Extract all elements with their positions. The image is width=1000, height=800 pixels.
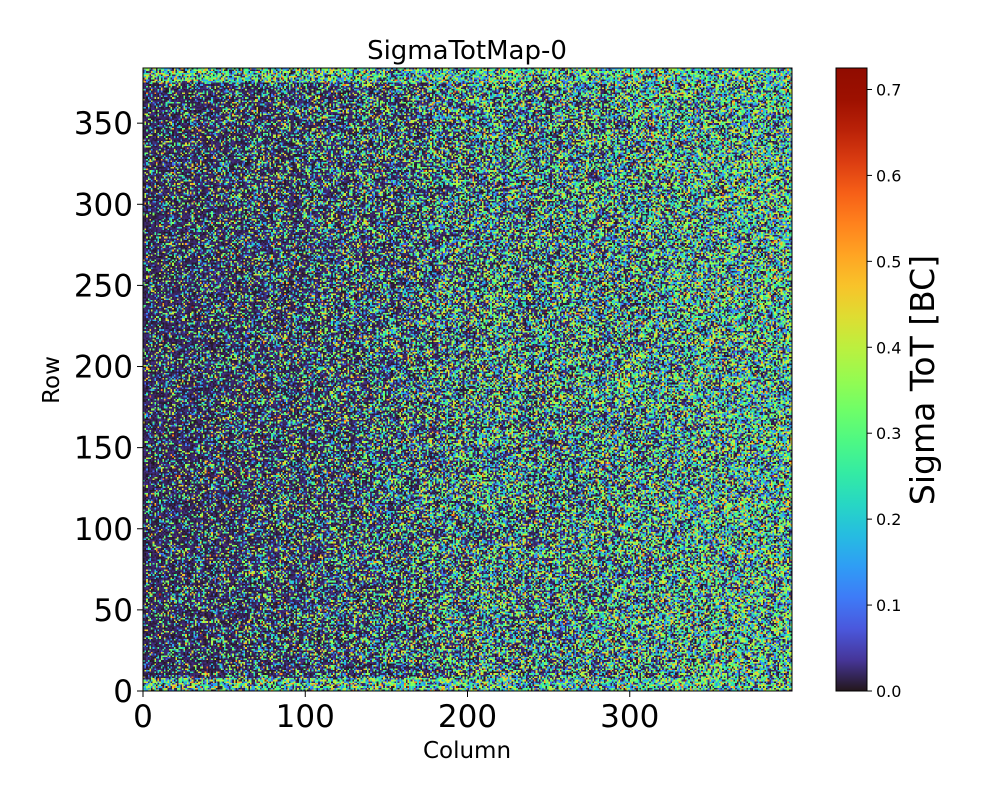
colorbar-tick-label: 0.7 (876, 80, 901, 99)
chart-title: SigmaTotMap-0 (367, 36, 567, 66)
y-tick-label: 150 (74, 431, 133, 467)
x-tick-label: 0 (133, 699, 153, 735)
y-axis-label: Row (39, 356, 65, 404)
x-axis-label: Column (423, 738, 511, 764)
heatmap-raster (143, 68, 792, 691)
y-tick-label: 350 (74, 106, 133, 142)
colorbar (835, 67, 868, 692)
colorbar-axis: 0.0 0.1 0.2 0.3 0.4 0.5 0.6 0.7 (867, 80, 901, 701)
y-axis: 0 50 100 150 200 250 300 350 (74, 106, 143, 710)
y-tick-label: 300 (74, 187, 133, 223)
colorbar-tick-label: 0.4 (876, 338, 901, 357)
colorbar-tick-label: 0.5 (876, 252, 901, 271)
x-tick-label: 200 (438, 699, 497, 735)
colorbar-label: Sigma ToT [BC] (903, 255, 942, 505)
colorbar-tick-label: 0.1 (876, 596, 901, 615)
colorbar-tick-label: 0.3 (876, 424, 901, 443)
y-tick-label: 50 (94, 593, 133, 629)
colorbar-tick-label: 0.2 (876, 510, 901, 529)
x-tick-label: 300 (600, 699, 659, 735)
colorbar-tick-label: 0.0 (876, 682, 901, 701)
y-tick-label: 100 (74, 512, 133, 548)
heatmap-image (143, 68, 792, 691)
colorbar-tick-label: 0.6 (876, 166, 901, 185)
x-tick-label: 100 (276, 699, 335, 735)
y-tick-label: 0 (113, 674, 133, 710)
x-axis: 0 100 200 300 (133, 691, 659, 735)
y-tick-label: 250 (74, 268, 133, 304)
y-tick-label: 200 (74, 350, 133, 386)
